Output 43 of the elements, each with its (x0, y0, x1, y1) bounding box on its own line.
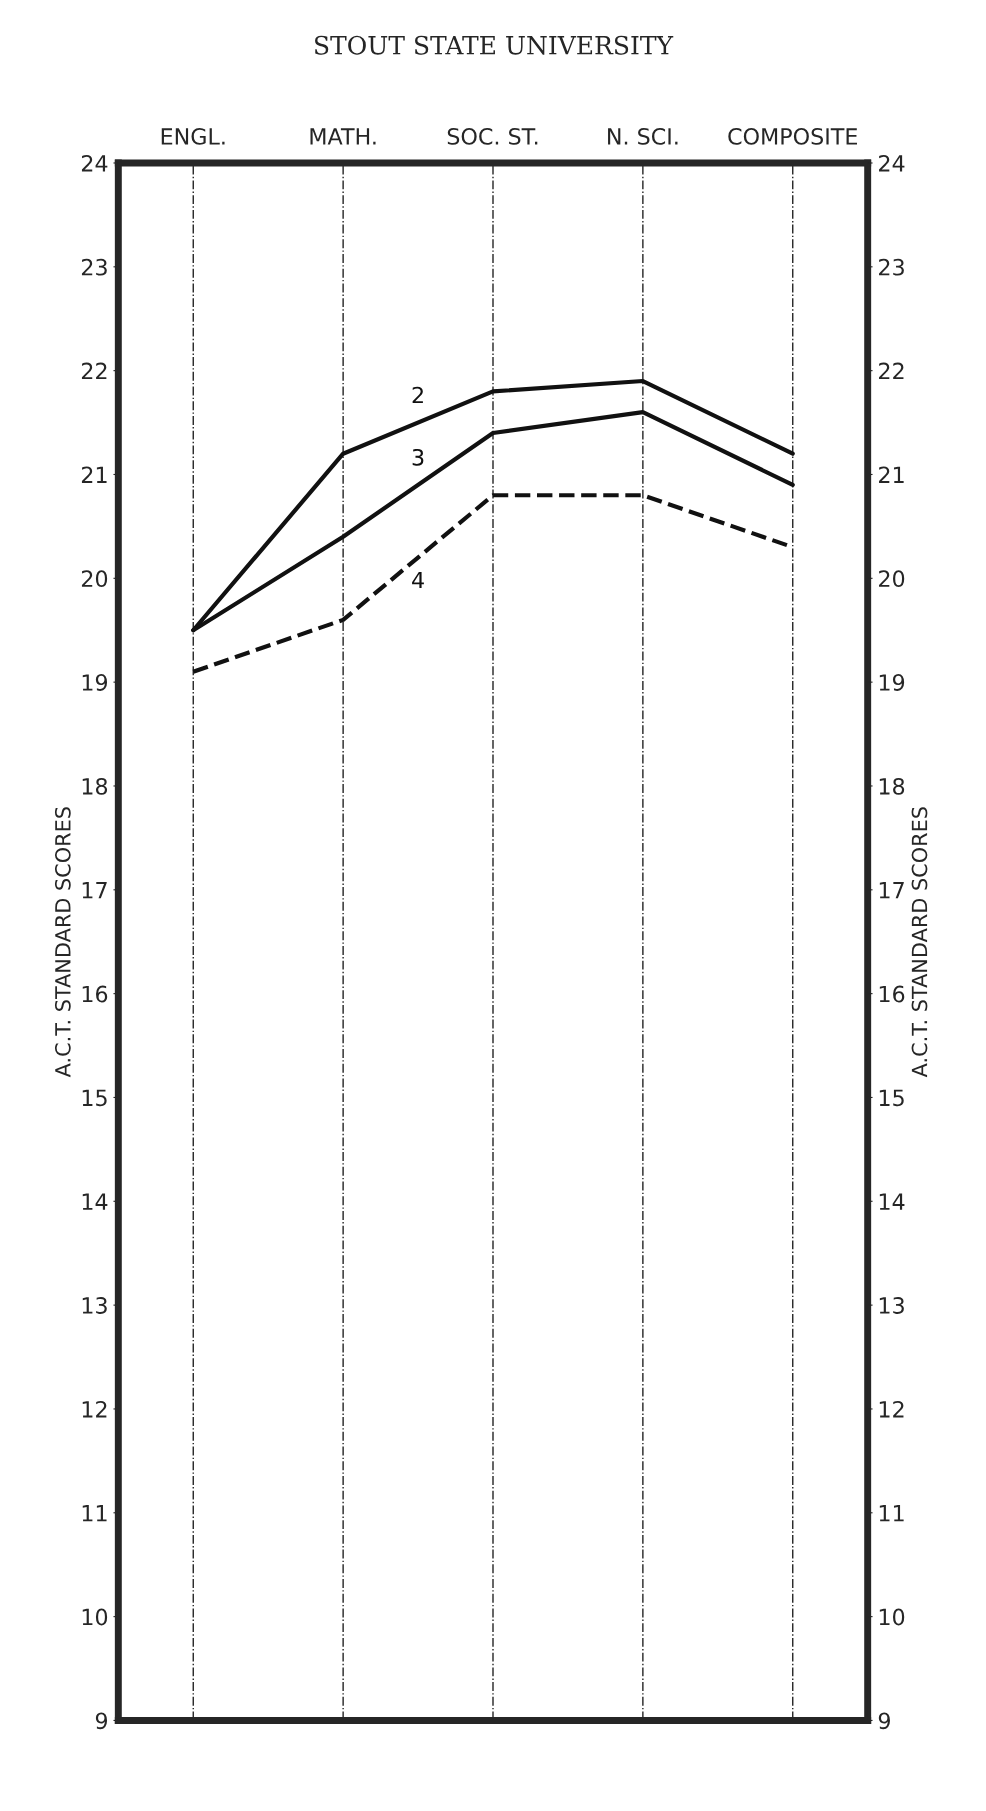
y-tick-label: 10 (82, 1608, 108, 1626)
x-tick-label: SOC. ST. (447, 127, 538, 145)
text: STOUT STATE UNIVERSITY (315, 35, 674, 55)
x-tick-label: ENGL. (161, 127, 225, 145)
y2-axis-title: A.C.T. STANDARD SCORES (911, 807, 928, 1078)
y2-tick-label: 21 (879, 466, 904, 483)
y-tick-label: 20 (81, 570, 108, 588)
y2-tick-label: 12 (879, 1400, 904, 1418)
y-tick-label: 14 (82, 1193, 108, 1210)
series-label: 2 (412, 386, 423, 404)
y-tick-label: 9 (95, 1712, 108, 1730)
y-tick-label: 12 (82, 1400, 107, 1418)
y-axis-title: A.C.T. STANDARD SCORES (54, 807, 71, 1078)
y2-tick-label: 23 (879, 258, 904, 276)
y-tick-label: 24 (81, 154, 108, 172)
y2-tick-label: 22 (879, 362, 904, 380)
series-label: 3 (412, 448, 424, 466)
y2-tick-label: 16 (879, 985, 905, 1003)
y-tick-label: 15 (82, 1089, 107, 1107)
series-label: 4 (412, 571, 424, 589)
x-tick-label: N. SCI. (608, 127, 678, 145)
y2-tick-label: 14 (879, 1193, 905, 1210)
y2-tick-label: 10 (879, 1608, 905, 1626)
y-tick-label: 17 (82, 882, 107, 899)
y2-tick-label: 24 (879, 154, 905, 172)
y-tick-label: 18 (82, 777, 108, 795)
y2-tick-label: 11 (879, 1505, 904, 1522)
y2-tick-label: 9 (878, 1712, 890, 1730)
y-tick-label: 21 (81, 466, 107, 483)
y2-tick-label: 17 (879, 882, 904, 899)
y2-tick-label: 20 (879, 570, 905, 588)
y2-tick-label: 18 (879, 777, 905, 795)
x-tick-label: MATH. (310, 128, 376, 145)
y2-tick-label: 13 (879, 1297, 904, 1314)
y-tick-label: 16 (82, 985, 108, 1003)
y2-tick-label: 15 (879, 1089, 904, 1107)
y-tick-label: 13 (82, 1297, 107, 1314)
x-tick-label: COMPOSITE (728, 127, 857, 145)
y-tick-label: 11 (82, 1505, 107, 1522)
y-tick-label: 22 (81, 362, 107, 380)
y2-tick-label: 19 (879, 674, 905, 691)
y-tick-label: 19 (82, 674, 108, 691)
y-tick-label: 23 (81, 258, 107, 276)
